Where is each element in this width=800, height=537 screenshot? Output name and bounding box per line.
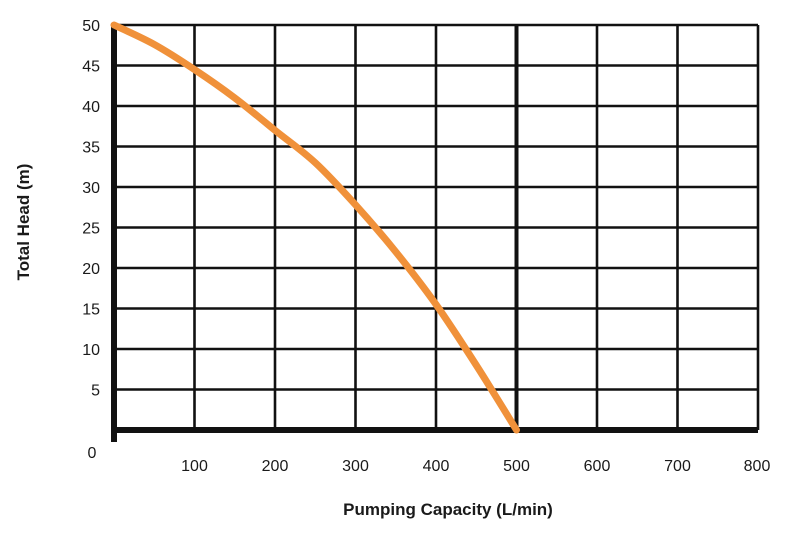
y-axis-label: Total Head (m) [14, 164, 33, 281]
y-tick-label: 30 [82, 180, 100, 197]
y-tick-label: 20 [82, 261, 100, 278]
x-tick-label: 300 [342, 458, 369, 475]
y-tick-label: 5 [91, 383, 100, 400]
y-tick-label: 10 [82, 342, 100, 359]
x-tick-label: 700 [664, 458, 691, 475]
y-tick-label: 45 [82, 59, 100, 76]
y-tick-label: 25 [82, 221, 100, 238]
x-tick-label: 500 [503, 458, 530, 475]
x-axis-label: Pumping Capacity (L/min) [343, 500, 553, 519]
y-tick-label: 40 [82, 99, 100, 116]
x-tick-label: 600 [584, 458, 611, 475]
series-line-pump-curve [110, 21, 520, 434]
y-tick-label: 50 [82, 18, 100, 35]
y-tick-label: 15 [82, 302, 100, 319]
x-tick-label: 400 [423, 458, 450, 475]
axes [111, 23, 758, 442]
x-tick-label: 800 [744, 458, 771, 475]
x-tick-label: 200 [262, 458, 289, 475]
x-tick-label: 100 [181, 458, 208, 475]
x-tick-label: 0 [88, 445, 97, 462]
grid [114, 23, 760, 430]
y-tick-label: 35 [82, 140, 100, 157]
series [110, 21, 520, 434]
